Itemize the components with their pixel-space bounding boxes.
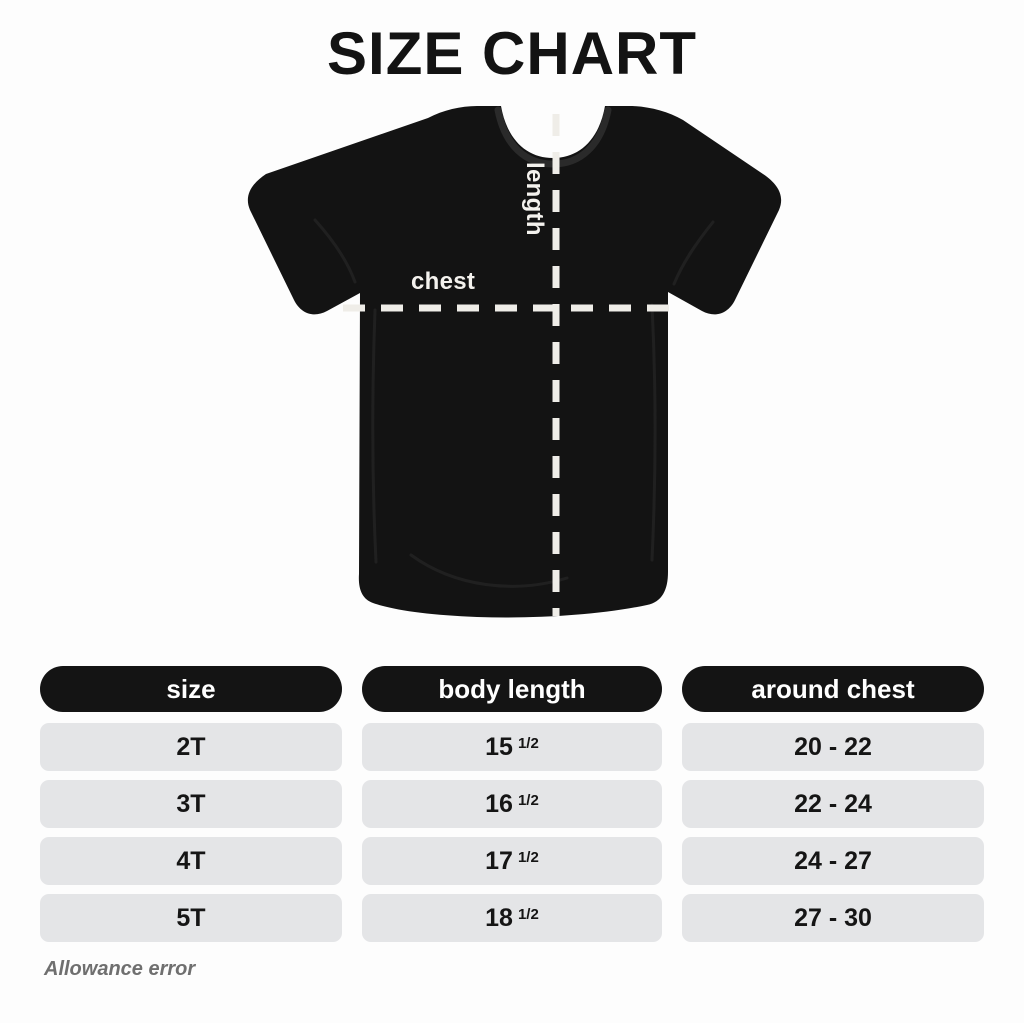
table-row: 2T 15 1/2 20 - 22 <box>40 723 984 771</box>
column-header-body-length: body length <box>362 666 662 712</box>
tshirt-diagram: chest length <box>215 100 815 640</box>
cell-body-length: 16 1/2 <box>362 780 662 828</box>
table-row: 3T 16 1/2 22 - 24 <box>40 780 984 828</box>
cell-size: 2T <box>40 723 342 771</box>
body-length-fraction: 1/2 <box>517 791 539 809</box>
length-measurement-label: length <box>521 162 548 236</box>
tshirt-illustration-svg <box>247 106 782 618</box>
cell-body-length: 17 1/2 <box>362 837 662 885</box>
column-header-size: size <box>40 666 342 712</box>
cell-around-chest: 27 - 30 <box>682 894 984 942</box>
cell-around-chest: 22 - 24 <box>682 780 984 828</box>
body-length-whole: 18 <box>485 903 513 932</box>
size-table: size body length around chest 2T 15 1/2 … <box>40 666 984 951</box>
cell-body-length: 18 1/2 <box>362 894 662 942</box>
body-length-fraction: 1/2 <box>517 905 539 923</box>
table-row: 4T 17 1/2 24 - 27 <box>40 837 984 885</box>
table-row: 5T 18 1/2 27 - 30 <box>40 894 984 942</box>
tshirt-silhouette <box>247 106 782 618</box>
body-length-whole: 15 <box>485 732 513 761</box>
cell-size: 5T <box>40 894 342 942</box>
body-length-whole: 16 <box>485 789 513 818</box>
page-title: SIZE CHART <box>327 20 697 87</box>
body-length-whole: 17 <box>485 846 513 875</box>
body-length-fraction: 1/2 <box>517 734 539 752</box>
table-header-row: size body length around chest <box>40 666 984 712</box>
allowance-error-note: Allowance error <box>44 958 196 980</box>
cell-body-length: 15 1/2 <box>362 723 662 771</box>
cell-around-chest: 20 - 22 <box>682 723 984 771</box>
chest-measurement-label: chest <box>411 268 476 295</box>
tshirt-fabric-folds <box>313 218 715 588</box>
cell-size: 4T <box>40 837 342 885</box>
cell-size: 3T <box>40 780 342 828</box>
cell-around-chest: 24 - 27 <box>682 837 984 885</box>
column-header-around-chest: around chest <box>682 666 984 712</box>
body-length-fraction: 1/2 <box>517 848 539 866</box>
